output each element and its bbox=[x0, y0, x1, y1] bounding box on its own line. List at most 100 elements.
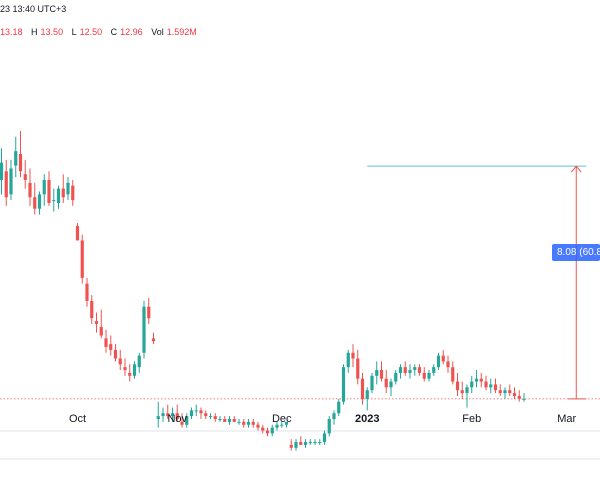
candle bbox=[417, 364, 422, 376]
header-datetime: 23 13:40 UTC+3 bbox=[0, 4, 67, 14]
x-tick-label: 2023 bbox=[355, 413, 380, 425]
candle bbox=[398, 364, 403, 379]
candle-body bbox=[441, 355, 445, 362]
candle-body bbox=[199, 410, 203, 414]
candle-body bbox=[61, 188, 65, 198]
candle bbox=[493, 378, 498, 394]
candle bbox=[208, 413, 213, 419]
candle bbox=[313, 439, 317, 445]
candle bbox=[161, 407, 165, 422]
x-tick-label: Oct bbox=[68, 413, 87, 425]
candle-body bbox=[370, 375, 374, 391]
candle-body bbox=[337, 401, 341, 414]
candle bbox=[289, 439, 293, 451]
x-tick-label: Nov bbox=[167, 413, 188, 425]
candle bbox=[322, 430, 327, 445]
candle bbox=[280, 421, 284, 428]
low-value: L 12.50 bbox=[71, 27, 103, 37]
candle bbox=[327, 416, 331, 437]
candle-body bbox=[503, 390, 507, 394]
candle-body bbox=[332, 413, 336, 419]
candle bbox=[375, 361, 379, 385]
candle-body bbox=[251, 421, 255, 425]
candle bbox=[360, 372, 365, 405]
candle-body bbox=[137, 355, 141, 368]
candle-body bbox=[498, 390, 502, 394]
candle bbox=[256, 421, 260, 431]
candle bbox=[47, 171, 51, 206]
candle-body bbox=[227, 419, 232, 422]
candle bbox=[356, 349, 360, 385]
candle bbox=[470, 375, 474, 394]
candle-body bbox=[180, 421, 184, 425]
candle-body bbox=[71, 185, 75, 201]
candle-body bbox=[170, 413, 175, 417]
candle bbox=[0, 148, 4, 195]
candle bbox=[232, 416, 236, 422]
candle-body bbox=[341, 367, 346, 402]
candle bbox=[4, 159, 8, 206]
candle bbox=[446, 355, 450, 373]
candle bbox=[166, 404, 170, 419]
candle-body bbox=[218, 419, 222, 420]
candle-body bbox=[408, 370, 412, 373]
candle bbox=[90, 295, 94, 324]
candle bbox=[270, 424, 274, 437]
candle-body bbox=[113, 349, 118, 359]
candle bbox=[318, 439, 322, 445]
candle bbox=[332, 410, 336, 425]
candle bbox=[246, 419, 251, 428]
candle-body bbox=[0, 162, 4, 180]
candle bbox=[432, 364, 436, 376]
candle bbox=[299, 436, 303, 445]
candle bbox=[484, 375, 488, 391]
candle bbox=[175, 404, 179, 422]
candle bbox=[61, 174, 65, 203]
candle-body bbox=[403, 367, 407, 373]
candle-body bbox=[80, 240, 84, 278]
candle bbox=[28, 168, 32, 206]
candle bbox=[389, 378, 393, 396]
candle bbox=[151, 332, 156, 345]
candle-body bbox=[256, 424, 260, 428]
candle-body bbox=[142, 306, 146, 353]
candle bbox=[308, 439, 312, 445]
candle-body bbox=[242, 421, 246, 425]
candle bbox=[275, 421, 279, 431]
candle bbox=[517, 390, 521, 402]
candle-body bbox=[185, 416, 189, 425]
candle bbox=[185, 413, 189, 428]
candle-body bbox=[66, 182, 70, 195]
candle-body bbox=[37, 194, 42, 209]
high-value: H 13.50 bbox=[31, 27, 64, 37]
candle-body bbox=[280, 424, 284, 426]
candle bbox=[436, 352, 441, 371]
candle-body bbox=[166, 413, 170, 417]
price-range-measure[interactable] bbox=[367, 165, 587, 400]
candle bbox=[180, 413, 184, 428]
candle-body bbox=[427, 372, 431, 379]
open-value: 13.18 bbox=[0, 27, 23, 37]
ohlc-legend: 13.18 H 13.50 L 12.50 C 12.96 Vol 1.592M bbox=[0, 27, 203, 37]
candle bbox=[199, 407, 203, 419]
symbol-header: 23 13:40 UTC+3 bbox=[0, 4, 66, 14]
candle bbox=[303, 439, 308, 448]
candle-body bbox=[294, 442, 298, 448]
candle bbox=[479, 372, 483, 388]
candle bbox=[42, 174, 46, 206]
candle-body bbox=[389, 381, 393, 388]
candle-body bbox=[474, 378, 479, 382]
candle bbox=[170, 407, 175, 422]
candle bbox=[294, 439, 298, 451]
candle-body bbox=[52, 200, 56, 202]
candle-body bbox=[512, 393, 517, 396]
candle-body bbox=[470, 381, 474, 388]
candle bbox=[71, 179, 75, 206]
candle bbox=[251, 419, 255, 428]
candle-body bbox=[455, 381, 460, 391]
candle-body bbox=[9, 168, 13, 195]
x-tick-label: Mar bbox=[557, 413, 577, 425]
candle-body bbox=[246, 421, 251, 425]
candle-body bbox=[436, 355, 441, 368]
